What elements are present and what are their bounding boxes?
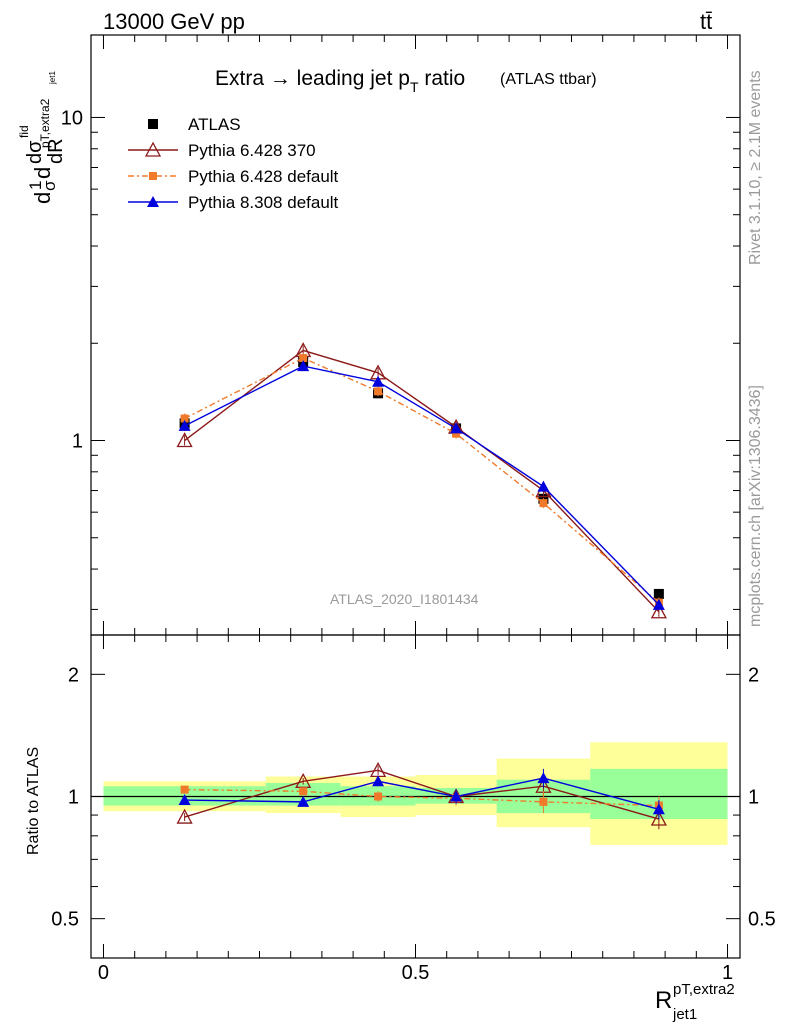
data-point bbox=[653, 588, 664, 599]
ylabel-d2: d bbox=[30, 167, 55, 179]
data-point bbox=[539, 499, 548, 508]
chart-title-note: (ATLAS ttbar) bbox=[500, 71, 597, 88]
ratio-point bbox=[374, 792, 383, 801]
data-point bbox=[652, 598, 665, 610]
ratio-point bbox=[178, 794, 191, 806]
legend-label: Pythia 6.428 370 bbox=[188, 141, 316, 160]
chart-title: Extra → leading jet pT ratio bbox=[215, 67, 465, 95]
ratio-point bbox=[539, 797, 548, 806]
legend-entry: Pythia 6.428 default bbox=[128, 167, 339, 186]
ratio-point bbox=[450, 790, 463, 802]
ratio-y-tick-label: 2 bbox=[68, 664, 79, 686]
legend-entry: ATLAS bbox=[148, 115, 241, 134]
legend-label: Pythia 8.308 default bbox=[188, 193, 339, 212]
xlabel-sub: jet1 bbox=[672, 1006, 697, 1023]
legend-marker bbox=[148, 119, 158, 129]
data-point bbox=[537, 480, 550, 492]
x-tick-label: 0.5 bbox=[402, 962, 430, 984]
ylabel-dsigma: dσ bbox=[24, 140, 46, 164]
svg-text:dσ: dσ bbox=[24, 140, 46, 164]
x-tick-label: 1 bbox=[722, 962, 733, 984]
ylabel-jet1: jet1 bbox=[48, 71, 57, 85]
rivet-version-label: Rivet 3.1.10, ≥ 2.1M events bbox=[747, 70, 764, 265]
legend-marker bbox=[144, 141, 162, 157]
svg-text:dR: dR bbox=[45, 138, 67, 164]
svg-text:jet1: jet1 bbox=[48, 71, 57, 85]
legend-label: Pythia 6.428 default bbox=[188, 167, 339, 186]
main-y-tick-label: 1 bbox=[72, 431, 83, 453]
x-axis-label: R pT,extra2 jet1 bbox=[655, 981, 735, 1023]
legend-marker bbox=[147, 196, 159, 207]
xlabel-sup: pT,extra2 bbox=[673, 981, 735, 998]
main-plot-panel: 1 10 bbox=[61, 34, 741, 636]
ratio-plot-panel: 2 2 1 1 0.5 0.5 0 0.5 1 bbox=[51, 634, 776, 984]
ratio-point bbox=[537, 772, 550, 784]
data-point bbox=[374, 387, 383, 396]
svg-text:fid: fid bbox=[17, 125, 31, 138]
svg-text:d: d bbox=[30, 192, 55, 204]
ylabel-sigma: σ bbox=[40, 180, 59, 191]
ratio-point bbox=[650, 810, 667, 826]
ylabel-pt-extra2: pT,extra2 bbox=[38, 98, 52, 148]
ylabel-fid: fid bbox=[17, 125, 31, 138]
header-process-label: tt̄ bbox=[700, 9, 712, 34]
ylabel-one: 1 bbox=[26, 181, 45, 190]
ratio-line bbox=[184, 777, 660, 810]
ratio-point bbox=[652, 803, 665, 815]
ratio-y-tick-label-right: 2 bbox=[748, 664, 759, 686]
ratio-point bbox=[299, 787, 308, 796]
data-point bbox=[178, 419, 191, 431]
ratio-y-tick-label: 1 bbox=[68, 787, 79, 809]
data-point bbox=[372, 375, 385, 387]
legend-entry: Pythia 6.428 370 bbox=[128, 141, 316, 160]
main-y-tick-label: 10 bbox=[61, 107, 83, 129]
analysis-watermark: ATLAS_2020_I1801434 bbox=[330, 591, 479, 607]
chart-title-main: Extra → leading jet p bbox=[215, 67, 410, 90]
ratio-y-tick-label-right: 0.5 bbox=[748, 909, 776, 931]
series-line bbox=[184, 365, 660, 606]
legend-label: ATLAS bbox=[188, 115, 241, 134]
ratio-line bbox=[184, 788, 659, 807]
svg-text:d: d bbox=[30, 167, 55, 179]
data-point bbox=[297, 360, 310, 372]
x-tick-label: 0 bbox=[98, 962, 109, 984]
ylabel-d1: d bbox=[30, 192, 55, 204]
data-point bbox=[176, 432, 193, 448]
ratio-series-pythia-8-308-default bbox=[178, 768, 665, 820]
svg-text:pT,extra2: pT,extra2 bbox=[38, 98, 52, 148]
svg-text:σ: σ bbox=[40, 180, 59, 191]
ratio-point bbox=[180, 785, 189, 794]
data-point bbox=[180, 414, 189, 423]
series-line bbox=[184, 349, 660, 613]
ratio-y-tick-label-right: 1 bbox=[748, 787, 759, 809]
data-point bbox=[650, 603, 667, 619]
mcplots-label: mcplots.cern.ch [arXiv:1306.3436] bbox=[747, 385, 764, 627]
legend: ATLAS Pythia 6.428 370 Pythia 6.428 defaul… bbox=[128, 115, 339, 212]
series-atlas bbox=[179, 356, 664, 599]
legend-entry: Pythia 8.308 default bbox=[128, 193, 339, 212]
series-line bbox=[184, 357, 660, 604]
header-energy-label: 13000 GeV pp bbox=[103, 9, 245, 34]
data-point bbox=[450, 422, 463, 434]
data-point bbox=[299, 354, 308, 363]
data-point bbox=[452, 429, 461, 438]
ratio-line bbox=[184, 769, 660, 820]
ratio-y-axis-label: Ratio to ATLAS bbox=[25, 747, 42, 855]
ratio-y-tick-label: 0.5 bbox=[51, 909, 79, 931]
ratio-point bbox=[297, 795, 310, 807]
legend-marker bbox=[149, 172, 157, 180]
main-y-axis-label: d 1 σ d dσ fid pT,extra2 jet1 dR bbox=[17, 71, 67, 204]
chart-title-tail: ratio bbox=[419, 67, 466, 90]
ylabel-dr: dR bbox=[45, 138, 67, 164]
svg-text:1: 1 bbox=[26, 181, 45, 190]
series-pythia-8-308-default bbox=[178, 360, 665, 610]
chart-title-sub: T bbox=[410, 79, 419, 95]
ratio-point bbox=[372, 775, 385, 787]
ratio-point bbox=[176, 808, 193, 824]
xlabel-r: R bbox=[655, 987, 672, 1014]
